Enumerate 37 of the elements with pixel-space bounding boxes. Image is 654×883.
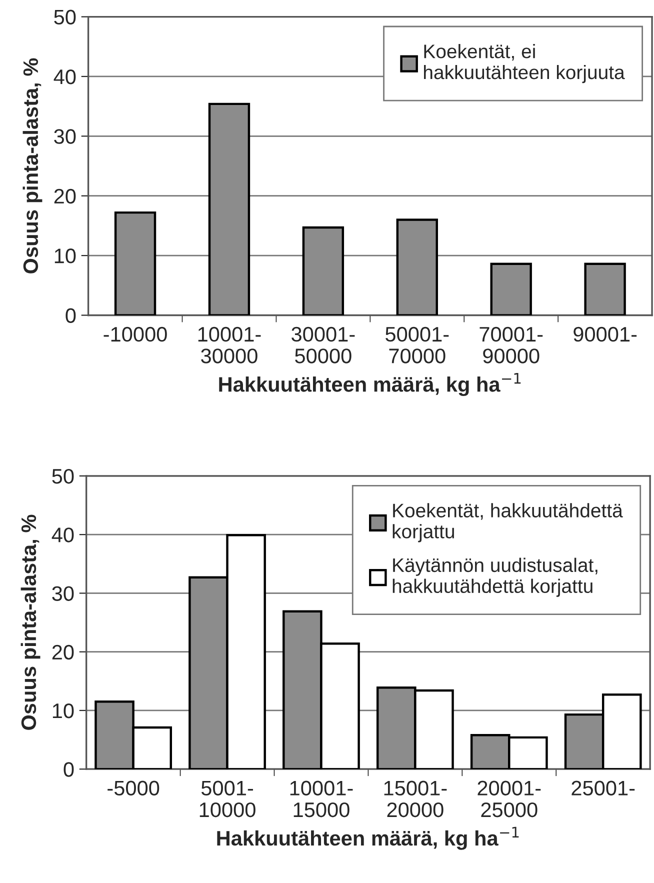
y-tick-label: 50 — [52, 468, 74, 484]
x-tick-label: 90001- — [574, 326, 637, 342]
y-tick-label: 10 — [54, 248, 76, 264]
x-tick-label: 5001- 10000 — [200, 780, 256, 818]
legend-label: Koekentät, ei hakkuutähteen korjuuta — [424, 44, 625, 84]
y-tick-label: 20 — [54, 188, 76, 204]
legend-label: Koekentät, hakkuutähdettä korjattu — [392, 503, 623, 542]
bar — [584, 262, 626, 316]
y-tick-label: 10 — [52, 703, 74, 718]
x-tick-label: 50001- 70000 — [386, 326, 449, 364]
y-tick-label: 30 — [54, 129, 76, 144]
x-tick-label: 25001- — [572, 780, 635, 796]
bar — [302, 226, 344, 316]
x-tick-label: 30001- 50000 — [292, 326, 355, 364]
y-tick-label: 40 — [52, 528, 74, 542]
y-tick-label: 20 — [52, 644, 74, 660]
bar — [208, 102, 250, 316]
x-tick-label: 20001- 25000 — [478, 780, 541, 818]
x-tick-label: 10001- 15000 — [290, 780, 353, 818]
x-tick-label: 10001- 30000 — [198, 326, 261, 364]
x-tick-label: -5000 — [108, 780, 160, 796]
y-tick-label: 50 — [54, 10, 76, 25]
y-axis-title: Osuus pinta-alasta, % — [20, 514, 40, 730]
bar — [490, 262, 532, 316]
x-axis-title: Hakkuutähteen määrä, kg ha$^{−1}$ — [219, 373, 521, 396]
y-tick-label: 0 — [66, 308, 76, 323]
x-tick-label: 70001- 90000 — [480, 326, 543, 364]
y-tick-label: 30 — [52, 586, 74, 601]
y-tick-label: 0 — [64, 762, 74, 777]
x-axis-title: Hakkuutähteen määrä, kg ha$^{−1}$ — [217, 826, 519, 850]
bar — [114, 211, 156, 316]
bar — [396, 218, 438, 316]
x-tick-label: -10000 — [104, 326, 167, 342]
y-axis-title: Osuus pinta-alasta, % — [22, 58, 42, 274]
legend-label: Käytännön uudistusalat, hakkuutähdettä korjattu — [392, 558, 598, 597]
x-tick-label: 15001- 20000 — [384, 780, 447, 818]
y-tick-label: 40 — [54, 69, 76, 84]
